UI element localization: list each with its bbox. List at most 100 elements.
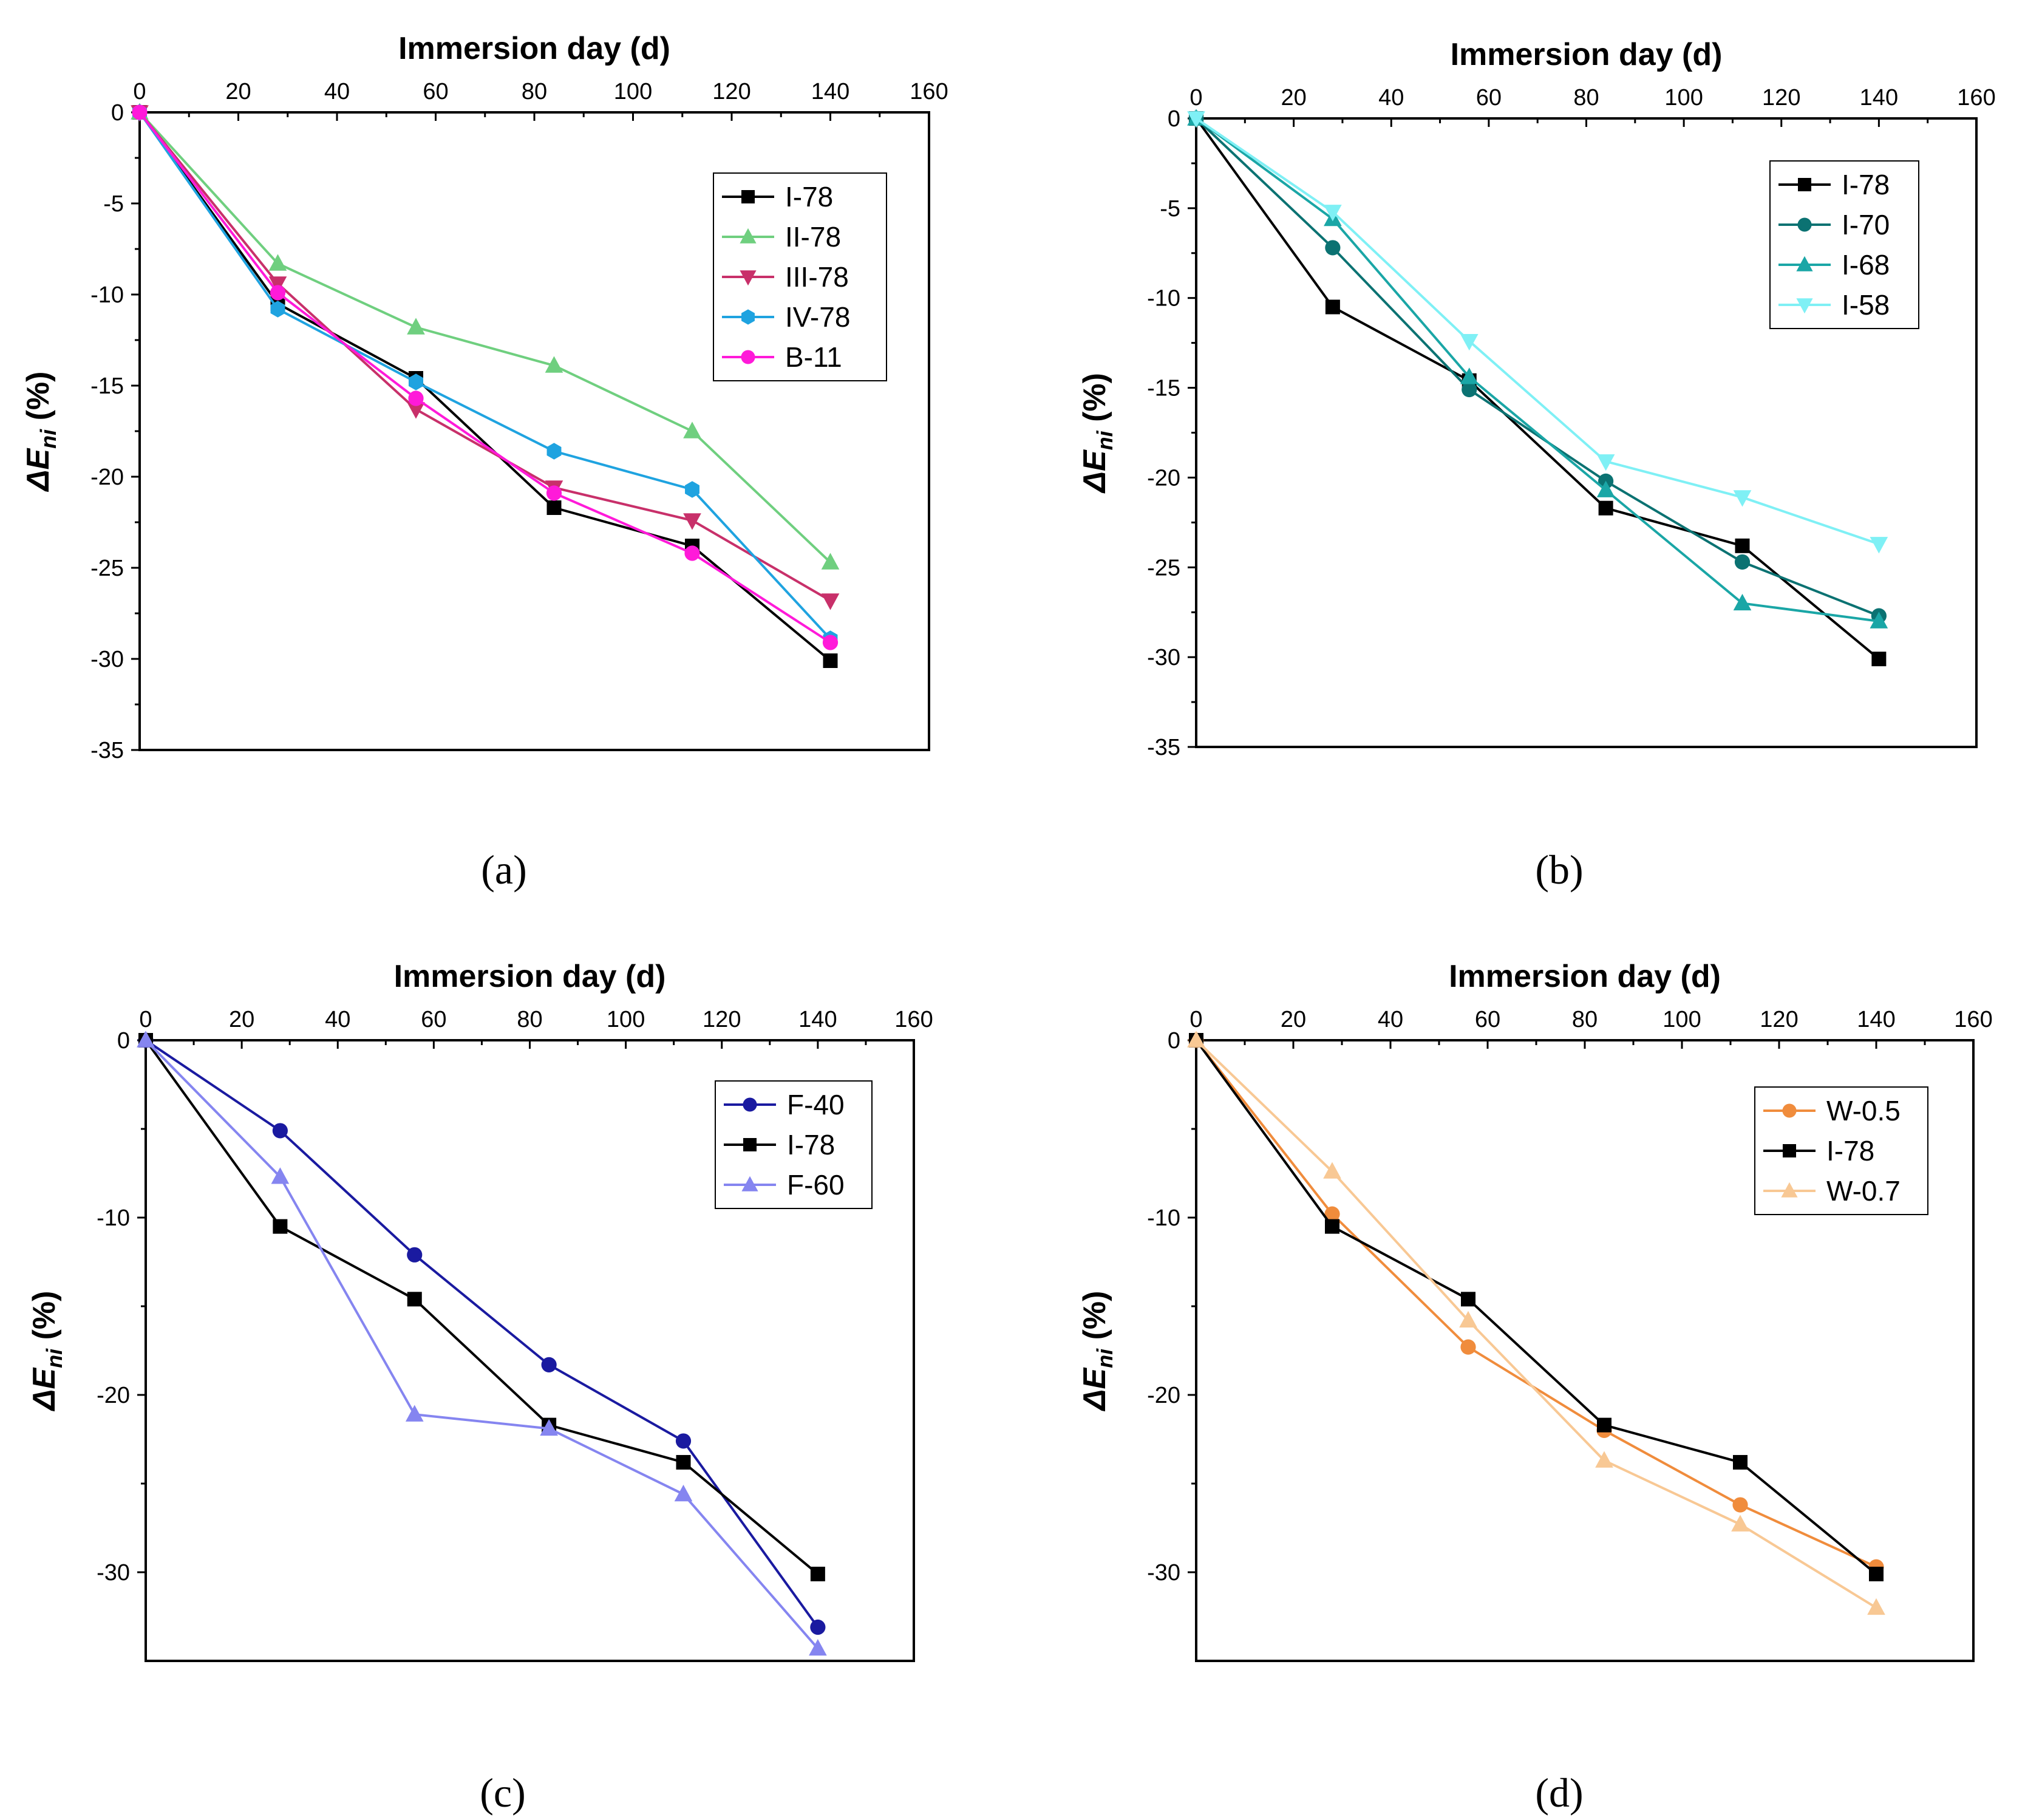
- data-point: [1867, 1598, 1885, 1615]
- series-line: [1195, 117, 1880, 617]
- series-line: [1195, 1039, 1877, 1569]
- legend-box: [1769, 160, 1919, 329]
- data-point: [1460, 333, 1479, 351]
- legend-label: W-0.5: [1826, 1095, 1901, 1126]
- data-point: [1733, 1454, 1748, 1470]
- legend-label: IV-78: [785, 301, 850, 333]
- data-point: [271, 1167, 290, 1184]
- legend: I-78 I-70 I-68 I-58: [1769, 160, 1919, 329]
- legend-label: I-70: [1842, 209, 1890, 240]
- y-tick-label: -30: [1147, 1560, 1180, 1586]
- x-tick-label: 80: [517, 1007, 542, 1032]
- data-point: [1596, 454, 1615, 471]
- x-tick-label: 140: [1860, 85, 1898, 111]
- series-line: [1195, 117, 1880, 660]
- legend-label: III-78: [785, 261, 849, 293]
- data-point: [407, 402, 425, 419]
- data-point: [822, 635, 839, 650]
- y-tick-label: -30: [97, 1560, 130, 1586]
- series-line: [138, 111, 831, 564]
- series-line: [138, 111, 831, 640]
- data-point: [809, 1638, 827, 1656]
- data-point: [821, 553, 840, 570]
- data-point: [268, 254, 287, 271]
- series-line: [138, 111, 831, 644]
- data-point: [685, 481, 699, 498]
- data-point: [1324, 1206, 1340, 1222]
- data-point: [407, 1292, 422, 1307]
- legend-marker: [741, 190, 755, 203]
- data-point: [405, 1405, 424, 1422]
- legend-label: I-78: [785, 181, 833, 213]
- data-point: [1325, 1219, 1339, 1234]
- data-point: [1460, 1339, 1476, 1355]
- y-tick-label: -15: [90, 373, 124, 399]
- series-line: [145, 1039, 819, 1628]
- x-axis-title: Immersion day (d): [398, 31, 670, 66]
- x-tick-label: 40: [325, 1007, 350, 1032]
- x-tick-label: 160: [1957, 85, 1995, 111]
- data-point: [1325, 299, 1340, 315]
- data-point: [1323, 1162, 1341, 1179]
- legend: I-78 II-78 III-78 IV-78 B-11: [713, 172, 887, 381]
- x-tick-label: 100: [1664, 85, 1703, 111]
- data-point: [546, 500, 562, 515]
- chart-panel-3: 0 20 40 60 80 100 120 140 160 0 -10 -20 -30 Immersion…: [1077, 959, 1993, 1816]
- data-point: [1461, 1292, 1475, 1307]
- data-point: [1325, 240, 1341, 256]
- x-tick-label: 160: [1954, 1007, 1992, 1032]
- x-tick-label: 20: [225, 79, 251, 104]
- legend-marker: [1798, 178, 1811, 191]
- panel-label: (d): [1535, 1770, 1583, 1816]
- data-point: [1462, 381, 1477, 398]
- data-point: [684, 545, 700, 561]
- data-point: [823, 653, 838, 668]
- legend-label: F-40: [787, 1089, 845, 1120]
- x-tick-label: 100: [1663, 1007, 1701, 1032]
- x-axis-title: Immersion day (d): [1451, 37, 1723, 72]
- data-point: [540, 1419, 558, 1436]
- data-point: [683, 421, 701, 438]
- legend-marker: [1796, 298, 1813, 314]
- legend-marker: [1796, 256, 1813, 271]
- y-tick-label: -10: [1147, 286, 1180, 312]
- series-W-0.7: [1187, 1031, 1885, 1615]
- series-line: [1195, 1039, 1877, 1609]
- x-tick-label: 40: [324, 79, 350, 104]
- data-point: [1187, 111, 1205, 128]
- y-tick-label: -10: [97, 1205, 130, 1231]
- data-point: [268, 276, 287, 293]
- data-point: [810, 1566, 825, 1581]
- y-tick-label: -10: [1147, 1205, 1180, 1231]
- panel-label: (c): [480, 1770, 525, 1816]
- data-point: [1460, 367, 1479, 384]
- panel-label: (b): [1535, 847, 1583, 893]
- data-point: [1734, 554, 1751, 570]
- x-tick-label: 140: [798, 1007, 837, 1032]
- x-tick-label: 80: [1573, 85, 1599, 111]
- data-point: [1732, 1497, 1748, 1513]
- x-tick-label: 0: [1189, 85, 1202, 111]
- legend-marker: [1783, 1144, 1796, 1157]
- panel-label: (a): [481, 847, 526, 893]
- data-point: [137, 1031, 155, 1048]
- x-tick-label: 160: [894, 1007, 933, 1032]
- data-point: [408, 390, 424, 406]
- series-line: [1195, 117, 1879, 622]
- legend: W-0.5 I-78 W-0.7: [1754, 1086, 1928, 1215]
- x-tick-label: 120: [712, 79, 750, 104]
- legend-label: I-78: [787, 1129, 835, 1161]
- data-point: [1187, 1031, 1205, 1048]
- data-point: [1598, 500, 1613, 516]
- x-tick-label: 60: [423, 79, 448, 104]
- x-tick-label: 20: [229, 1007, 254, 1032]
- legend-marker: [741, 309, 755, 325]
- x-tick-label: 0: [133, 79, 146, 104]
- data-point: [541, 1357, 557, 1372]
- series-line: [145, 1039, 819, 1575]
- y-tick-label: -15: [1147, 376, 1180, 401]
- data-point: [683, 513, 701, 530]
- y-tick-label: -5: [103, 191, 124, 217]
- data-point: [810, 1619, 826, 1635]
- data-point: [1733, 490, 1752, 507]
